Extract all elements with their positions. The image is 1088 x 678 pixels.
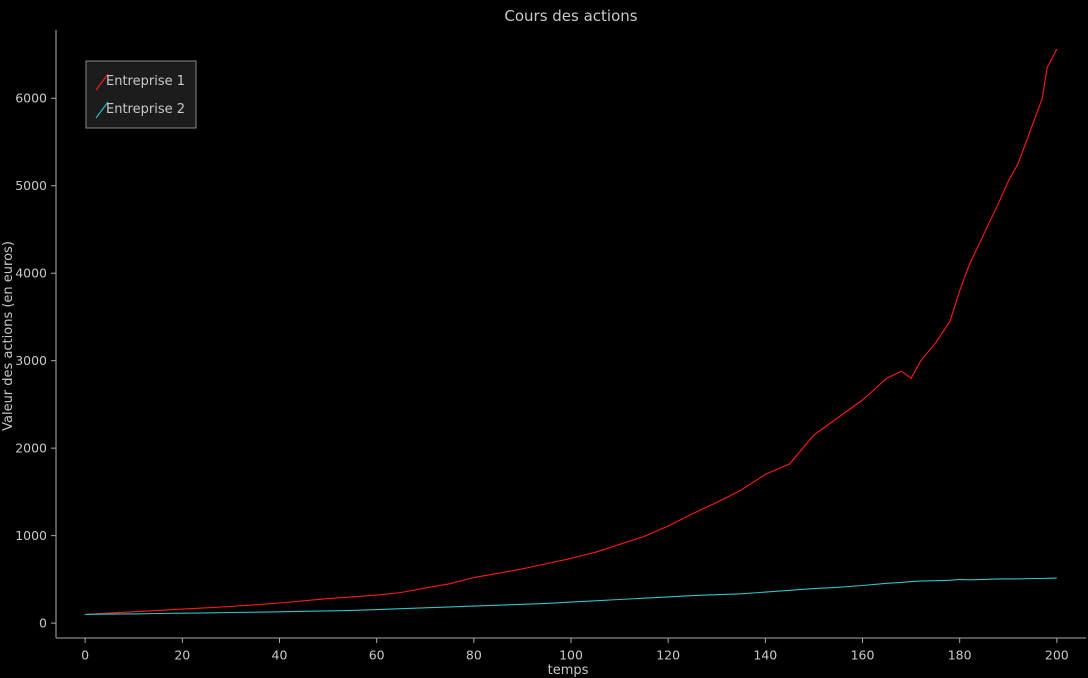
y-tick-label: 0 (39, 616, 47, 631)
y-tick-label: 4000 (15, 266, 47, 281)
x-axis-label: temps (548, 663, 589, 678)
y-tick-label: 5000 (15, 178, 47, 193)
axes: 0 20 40 60 80 100 120 140 160 180 2000100020003000… (15, 30, 1086, 663)
x-tick-label: 180 (948, 648, 972, 663)
legend: Entreprise 1 Entreprise 2 (85, 60, 197, 129)
y-tick-label: 3000 (15, 353, 47, 368)
x-tick-label: 40 (272, 648, 288, 663)
x-tick-label: 80 (466, 648, 482, 663)
legend-label-entreprise-1: Entreprise 1 (106, 74, 185, 89)
legend-item-entreprise-1: Entreprise 1 (95, 73, 185, 91)
y-tick-label: 6000 (15, 91, 47, 106)
x-tick-label: 200 (1045, 648, 1069, 663)
series-line-entreprise-2 (85, 577, 1057, 615)
x-tick-label: 160 (851, 648, 875, 663)
legend-box (85, 60, 197, 129)
x-tick-label: 120 (656, 648, 680, 663)
y-axis-label: Valeur des actions (en euros) (1, 241, 16, 431)
chart-title: Cours des actions (504, 7, 637, 25)
x-tick-label: 20 (174, 648, 190, 663)
legend-swatch-entreprise-1 (95, 73, 109, 91)
y-tick-label: 2000 (15, 441, 47, 456)
y-tick-label: 1000 (15, 528, 47, 543)
legend-label-entreprise-2: Entreprise 2 (106, 102, 185, 117)
x-tick-label: 60 (369, 648, 385, 663)
legend-swatch-entreprise-2 (95, 101, 109, 119)
x-tick-label: 0 (81, 648, 89, 663)
x-tick-label: 100 (559, 648, 583, 663)
series-line-entreprise-1 (85, 48, 1058, 615)
legend-item-entreprise-2: Entreprise 2 (95, 101, 185, 119)
x-tick-label: 140 (753, 648, 777, 663)
plot-lines (85, 48, 1058, 615)
